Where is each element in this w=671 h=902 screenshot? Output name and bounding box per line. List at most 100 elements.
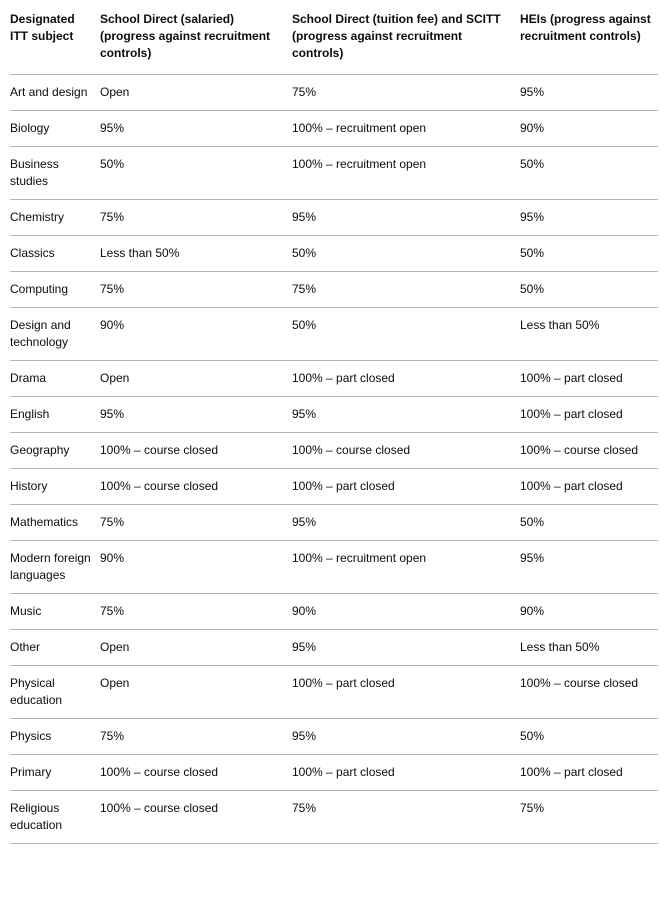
salaried-cell: 75% [100,199,292,236]
tuition-scitt-cell: 75% [292,74,520,111]
table-row: Business studies 50% 100% – recruitment … [10,146,658,200]
hei-cell: 50% [520,504,658,541]
subject-cell: Music [10,593,100,630]
salaried-cell: 90% [100,540,292,594]
recruitment-controls-table: Designated ITT subject School Direct (sa… [10,0,658,844]
hei-cell: 90% [520,110,658,147]
tuition-scitt-cell: 100% – recruitment open [292,110,520,147]
salaried-cell: Less than 50% [100,235,292,272]
table-row: Other Open 95% Less than 50% [10,629,658,666]
subject-cell: Business studies [10,146,100,200]
salaried-cell: 95% [100,110,292,147]
subject-cell: Modern foreign languages [10,540,100,594]
salaried-cell: 75% [100,593,292,630]
hei-cell: 100% – part closed [520,396,658,433]
subject-cell: Physics [10,718,100,755]
tuition-scitt-cell: 100% – recruitment open [292,146,520,200]
subject-cell: Geography [10,432,100,469]
table-row: Drama Open 100% – part closed 100% – par… [10,360,658,397]
hei-cell: 100% – part closed [520,754,658,791]
subject-cell: History [10,468,100,505]
tuition-scitt-cell: 95% [292,199,520,236]
hei-cell: 50% [520,271,658,308]
table-row: Physical education Open 100% – part clos… [10,665,658,719]
subject-cell: Other [10,629,100,666]
table-row: Religious education 100% – course closed… [10,790,658,844]
hei-cell: 95% [520,540,658,594]
tuition-scitt-cell: 100% – part closed [292,754,520,791]
salaried-cell: 100% – course closed [100,790,292,844]
subject-cell: Biology [10,110,100,147]
tuition-scitt-cell: 50% [292,307,520,361]
header-itt-subject: Designated ITT subject [10,0,100,75]
subject-cell: English [10,396,100,433]
salaried-cell: 50% [100,146,292,200]
tuition-scitt-cell: 50% [292,235,520,272]
table-row: History 100% – course closed 100% – part… [10,468,658,505]
hei-cell: 100% – course closed [520,432,658,469]
header-school-direct-tuition-scitt: School Direct (tuition fee) and SCITT (p… [292,0,520,75]
tuition-scitt-cell: 100% – course closed [292,432,520,469]
salaried-cell: Open [100,360,292,397]
subject-cell: Drama [10,360,100,397]
salaried-cell: 75% [100,504,292,541]
hei-cell: 95% [520,74,658,111]
subject-cell: Primary [10,754,100,791]
table-row: Modern foreign languages 90% 100% – recr… [10,540,658,594]
table-row: Art and design Open 75% 95% [10,74,658,111]
tuition-scitt-cell: 100% – part closed [292,665,520,719]
salaried-cell: Open [100,665,292,719]
tuition-scitt-cell: 95% [292,629,520,666]
table-header-row: Designated ITT subject School Direct (sa… [10,0,658,75]
subject-cell: Computing [10,271,100,308]
hei-cell: 100% – course closed [520,665,658,719]
salaried-cell: 95% [100,396,292,433]
tuition-scitt-cell: 95% [292,396,520,433]
tuition-scitt-cell: 75% [292,271,520,308]
tuition-scitt-cell: 100% – part closed [292,468,520,505]
header-heis: HEIs (progress against recruitment contr… [520,0,658,75]
subject-cell: Religious education [10,790,100,844]
table-row: Design and technology 90% 50% Less than … [10,307,658,361]
salaried-cell: 75% [100,271,292,308]
subject-cell: Physical education [10,665,100,719]
hei-cell: 50% [520,235,658,272]
table-row: Biology 95% 100% – recruitment open 90% [10,110,658,147]
header-school-direct-salaried: School Direct (salaried) (progress again… [100,0,292,75]
hei-cell: 100% – part closed [520,468,658,505]
table-row: Geography 100% – course closed 100% – co… [10,432,658,469]
subject-cell: Art and design [10,74,100,111]
subject-cell: Design and technology [10,307,100,361]
salaried-cell: 75% [100,718,292,755]
hei-cell: Less than 50% [520,629,658,666]
subject-cell: Mathematics [10,504,100,541]
table-row: Mathematics 75% 95% 50% [10,504,658,541]
table-row: Computing 75% 75% 50% [10,271,658,308]
tuition-scitt-cell: 100% – part closed [292,360,520,397]
tuition-scitt-cell: 90% [292,593,520,630]
tuition-scitt-cell: 95% [292,718,520,755]
hei-cell: 75% [520,790,658,844]
table-row: Chemistry 75% 95% 95% [10,199,658,236]
tuition-scitt-cell: 95% [292,504,520,541]
subject-cell: Chemistry [10,199,100,236]
tuition-scitt-cell: 75% [292,790,520,844]
table-row: Music 75% 90% 90% [10,593,658,630]
salaried-cell: Open [100,629,292,666]
salaried-cell: 100% – course closed [100,432,292,469]
salaried-cell: 100% – course closed [100,754,292,791]
hei-cell: 95% [520,199,658,236]
hei-cell: 50% [520,146,658,200]
salaried-cell: Open [100,74,292,111]
subject-cell: Classics [10,235,100,272]
tuition-scitt-cell: 100% – recruitment open [292,540,520,594]
table-row: Primary 100% – course closed 100% – part… [10,754,658,791]
table-row: English 95% 95% 100% – part closed [10,396,658,433]
hei-cell: 100% – part closed [520,360,658,397]
salaried-cell: 90% [100,307,292,361]
table-row: Physics 75% 95% 50% [10,718,658,755]
hei-cell: 90% [520,593,658,630]
hei-cell: 50% [520,718,658,755]
hei-cell: Less than 50% [520,307,658,361]
